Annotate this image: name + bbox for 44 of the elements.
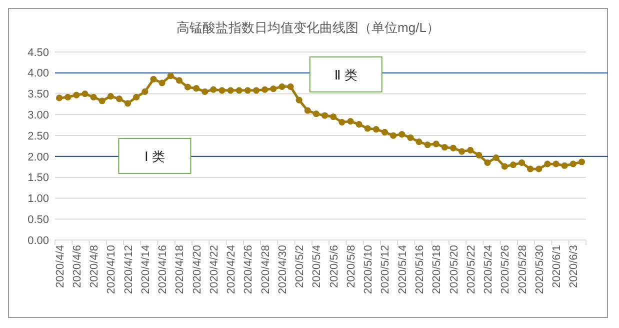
- y-tick-label: 3.50: [28, 88, 49, 101]
- x-tick-label: 2020/4/18: [174, 245, 186, 294]
- x-tick-label: 2020/5/24: [482, 245, 495, 294]
- x-tick-label: 2020/5/2: [294, 245, 306, 288]
- x-tick-label: 2020/5/12: [380, 245, 392, 294]
- x-tick-label: 2020/5/8: [345, 245, 358, 288]
- x-tick-label: 2020/4/8: [88, 245, 101, 288]
- x-tick-label: 2020/6/3: [568, 245, 580, 288]
- x-tick-label: 2020/4/24: [226, 245, 238, 294]
- ref-line-label: Ⅰ 类: [144, 148, 165, 164]
- y-tick-label: 2.50: [28, 130, 49, 142]
- x-tick-label: 2020/4/14: [140, 245, 152, 294]
- x-tick-label: 2020/4/12: [122, 245, 135, 294]
- x-tick-label: 2020/5/30: [534, 245, 546, 294]
- x-tick-label: 2020/4/26: [242, 245, 255, 294]
- x-tick-label: 2020/5/18: [431, 245, 444, 294]
- y-tick-label: 0.00: [28, 234, 49, 247]
- y-tick-label: 4.50: [28, 46, 49, 59]
- x-tick-label: 2020/5/26: [500, 245, 512, 294]
- x-tick-label: 2020/5/22: [465, 245, 478, 294]
- x-tick-label: 2020/4/6: [71, 245, 84, 288]
- x-tick-label: 2020/6/1: [551, 245, 564, 288]
- y-tick-label: 1.50: [28, 172, 49, 184]
- x-tick-label: 2020/5/14: [396, 245, 409, 294]
- x-tick-label: 2020/4/22: [208, 245, 220, 294]
- x-tick-label: 2020/4/4: [54, 245, 66, 288]
- y-tick-label: 0.50: [28, 214, 49, 226]
- y-tick-label: 4.00: [28, 68, 49, 80]
- x-tick-label: 2020/4/16: [157, 245, 170, 294]
- x-tick-label: 2020/4/28: [260, 245, 272, 294]
- x-tick-label: 2020/4/10: [106, 245, 118, 294]
- y-tick-label: 1.00: [28, 193, 49, 206]
- x-tick-label: 2020/5/4: [311, 245, 324, 288]
- x-tick-label: 2020/4/30: [276, 245, 289, 294]
- y-tick-label: 2.00: [28, 151, 49, 164]
- x-tick-label: 2020/4/20: [191, 245, 204, 294]
- x-tick-label: 2020/5/10: [362, 245, 375, 294]
- y-tick-label: 3.00: [28, 110, 49, 122]
- x-tick-label: 2020/5/16: [414, 245, 426, 294]
- x-tick-label: 2020/5/28: [516, 245, 529, 294]
- ref-line-label: Ⅱ 类: [334, 67, 358, 82]
- chart-title: 高锰酸盐指数日均值变化曲线图（单位mg/L）: [176, 20, 440, 35]
- x-tick-label: 2020/5/6: [328, 245, 340, 288]
- x-tick-label: 2020/5/20: [448, 245, 460, 294]
